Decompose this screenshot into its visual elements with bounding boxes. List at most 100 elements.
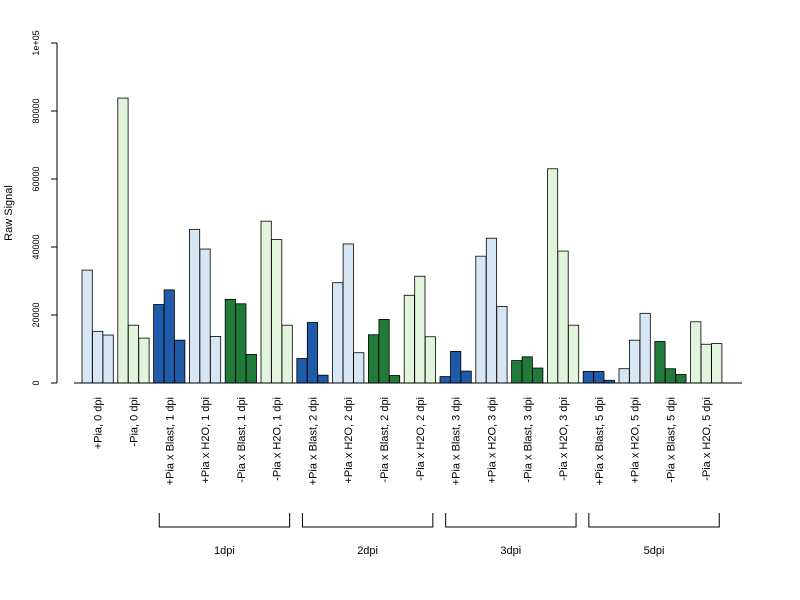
bar-group <box>367 319 401 384</box>
bar <box>629 339 641 384</box>
x-tick-label: +Pia x Blast, 2 dpi <box>307 397 319 485</box>
bar <box>711 343 723 384</box>
bar <box>568 324 580 384</box>
bar <box>235 303 247 384</box>
bar <box>664 368 676 384</box>
bar <box>475 255 487 384</box>
bar <box>690 321 702 384</box>
category-labels: +Pia, 0 dpi -Pia, 0 dpi +Pia x Blast, 1 dp… <box>93 397 714 485</box>
x-tick-label: +Pia x Blast, 3 dpi <box>451 397 463 485</box>
x-tick-label: +Pia x H2O, 1 dpi <box>200 397 212 484</box>
bar <box>332 282 344 384</box>
bars <box>81 97 723 384</box>
bar <box>296 358 308 384</box>
y-tick-label: 60000 <box>31 166 41 191</box>
bar <box>654 341 666 384</box>
group-bracket <box>588 513 720 528</box>
bar <box>700 343 712 384</box>
bar <box>388 375 401 384</box>
bar <box>245 354 257 384</box>
bar <box>138 337 150 384</box>
x-tick-label: -Pia x Blast, 1 dpi <box>236 397 248 483</box>
x-tick-label: -Pia x Blast, 5 dpi <box>665 397 677 483</box>
bar-group <box>582 371 615 384</box>
bar <box>460 370 472 384</box>
bar <box>367 334 380 384</box>
bar-group <box>439 350 472 384</box>
bar-group <box>654 341 687 384</box>
bar <box>582 371 594 384</box>
bar <box>174 339 186 384</box>
bar-group <box>117 97 150 384</box>
bar <box>675 374 687 384</box>
x-tick-label: -Pia x Blast, 2 dpi <box>379 397 391 483</box>
bar <box>496 306 508 384</box>
bar <box>342 243 354 384</box>
bar <box>117 97 129 384</box>
bar-group <box>332 243 365 384</box>
x-tick-label: +Pia x H2O, 3 dpi <box>486 397 498 484</box>
bar <box>92 330 104 384</box>
x-tick-label: +Pia x H2O, 5 dpi <box>630 397 642 484</box>
bar-group <box>618 312 651 384</box>
bar-group <box>81 269 114 384</box>
group-bracket-label: 3dpi <box>500 545 521 557</box>
x-tick-label: +Pia x Blast, 5 dpi <box>594 397 606 485</box>
bar <box>521 356 533 384</box>
bar-group <box>188 228 222 384</box>
bar-group <box>511 356 544 384</box>
group-bracket <box>158 513 291 528</box>
bar <box>378 319 390 384</box>
y-axis-label: Raw Signal <box>3 185 15 241</box>
group-bracket-label: 5dpi <box>644 545 665 557</box>
y-tick-label: 1e+05 <box>31 30 41 55</box>
bar <box>593 371 605 384</box>
x-tick-label: -Pia x H2O, 5 dpi <box>701 397 713 481</box>
x-tick-label: +Pia x Blast, 1 dpi <box>164 397 176 485</box>
bar <box>414 275 426 384</box>
bar <box>532 367 544 384</box>
x-tick-label: +Pia x H2O, 2 dpi <box>343 397 355 484</box>
group-bracket <box>301 513 434 528</box>
bar <box>424 336 436 384</box>
bar-group <box>547 168 580 384</box>
x-tick-label: -Pia x H2O, 3 dpi <box>558 397 570 481</box>
group-bracket-label: 2dpi <box>357 545 378 557</box>
bar <box>188 228 201 384</box>
bar <box>224 298 236 384</box>
y-tick-label: 40000 <box>31 234 41 259</box>
x-tick-label: -Pia x Blast, 3 dpi <box>522 397 534 483</box>
bar-group <box>153 289 186 384</box>
y-tick-label: 80000 <box>31 98 41 123</box>
bar <box>306 322 318 384</box>
bar <box>281 324 293 384</box>
bar <box>199 248 211 384</box>
y-tick-label: 0 <box>31 380 41 385</box>
bar <box>639 312 651 384</box>
bar <box>618 368 630 384</box>
bar <box>271 239 283 384</box>
x-tick-label: -Pia, 0 dpi <box>128 397 140 447</box>
group-brackets: 1dpi 2dpi 3dpi 5dpi <box>158 513 720 557</box>
bar-group <box>224 298 257 384</box>
x-tick-label: -Pia x H2O, 1 dpi <box>272 397 284 481</box>
bar <box>485 237 497 384</box>
bar <box>209 336 222 384</box>
bar-group <box>475 237 508 384</box>
bar <box>403 294 415 384</box>
y-axis: 0 20000 40000 60000 80000 1e+05 <box>31 30 58 386</box>
bar <box>511 360 523 384</box>
bar <box>450 350 462 384</box>
bar <box>439 376 451 384</box>
y-tick-label: 20000 <box>31 302 41 327</box>
bar <box>102 334 114 384</box>
group-bracket <box>445 513 577 528</box>
bar <box>163 289 175 384</box>
bar <box>317 374 329 384</box>
bar <box>353 352 365 384</box>
bar <box>557 250 569 384</box>
bar <box>153 304 165 384</box>
x-tick-label: -Pia x H2O, 2 dpi <box>415 397 427 481</box>
bar-group <box>296 322 329 384</box>
bar-group <box>690 321 723 384</box>
